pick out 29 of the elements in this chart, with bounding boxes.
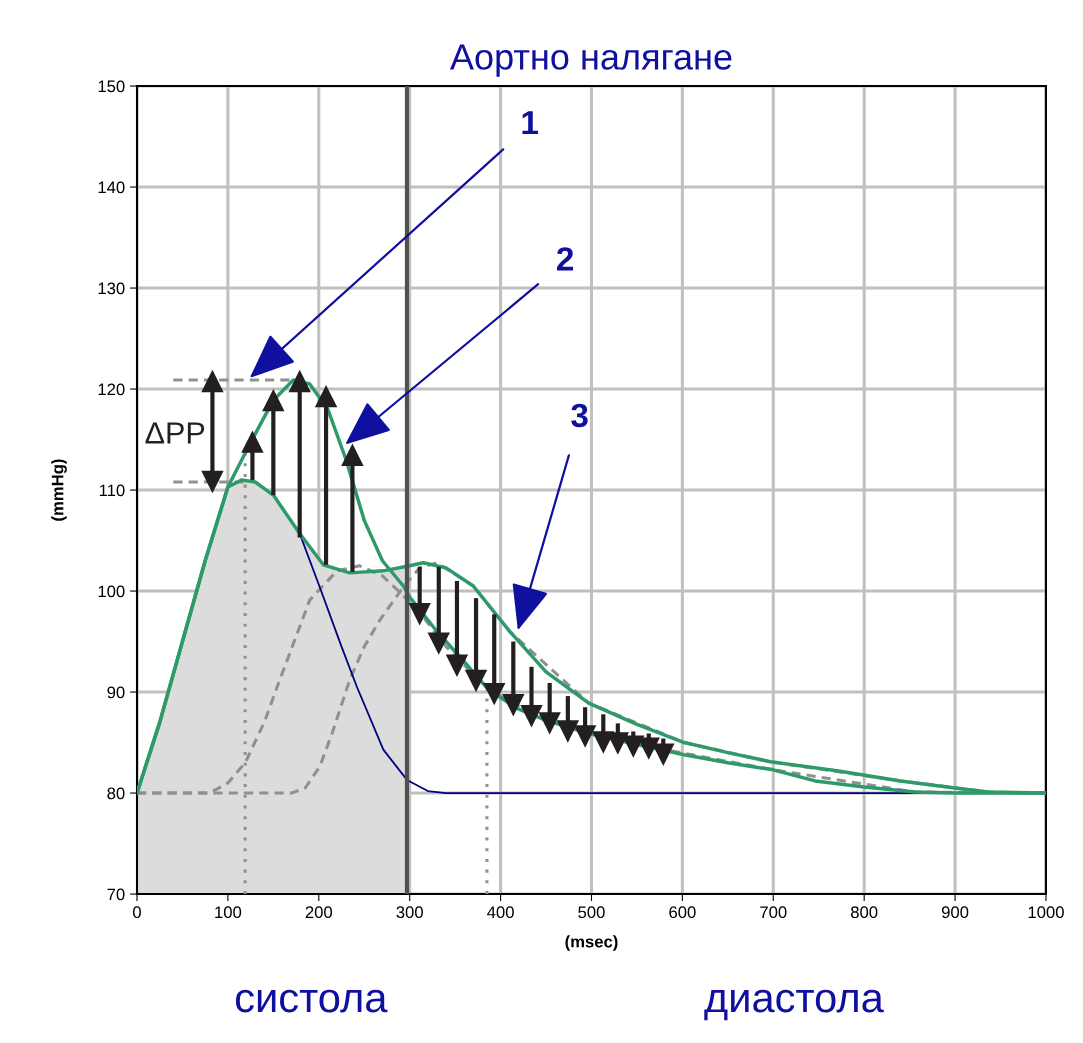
chart-title: Аортно налягане <box>449 44 732 77</box>
annotation: 2 <box>557 247 574 271</box>
x-axis-title: (msec) <box>565 935 618 951</box>
y-tick-label: 100 <box>98 585 125 598</box>
y-tick-label: 150 <box>98 80 125 93</box>
x-tick-label: 900 <box>941 906 969 919</box>
y-tick-label: 140 <box>98 181 125 194</box>
y-axis-title: (mmHg) <box>51 459 67 521</box>
annotation: 1 <box>522 111 539 135</box>
annotation: 3 <box>571 403 588 428</box>
x-tick-label: 1000 <box>1028 906 1064 919</box>
x-tick-label: 800 <box>850 906 878 919</box>
y-tick-label: 70 <box>107 888 125 901</box>
x-tick-label: 0 <box>133 906 141 919</box>
y-tick-label: 120 <box>98 383 125 396</box>
y-tick-label: 80 <box>107 787 125 800</box>
text: диастола <box>704 989 884 1021</box>
y-tick-label: 90 <box>107 686 125 699</box>
x-tick-label: 100 <box>215 906 242 919</box>
x-tick-label: 700 <box>760 906 787 919</box>
text: систола <box>235 989 388 1013</box>
x-tick-label: 300 <box>396 906 423 919</box>
x-tick-label: 600 <box>669 906 696 919</box>
annotation: ΔPP <box>145 422 205 444</box>
x-tick-label: 400 <box>487 906 514 919</box>
x-tick-label: 200 <box>305 906 333 919</box>
x-tick-label: 500 <box>578 906 605 919</box>
y-tick-label: 130 <box>98 282 125 295</box>
y-tick-label: 110 <box>99 484 125 497</box>
